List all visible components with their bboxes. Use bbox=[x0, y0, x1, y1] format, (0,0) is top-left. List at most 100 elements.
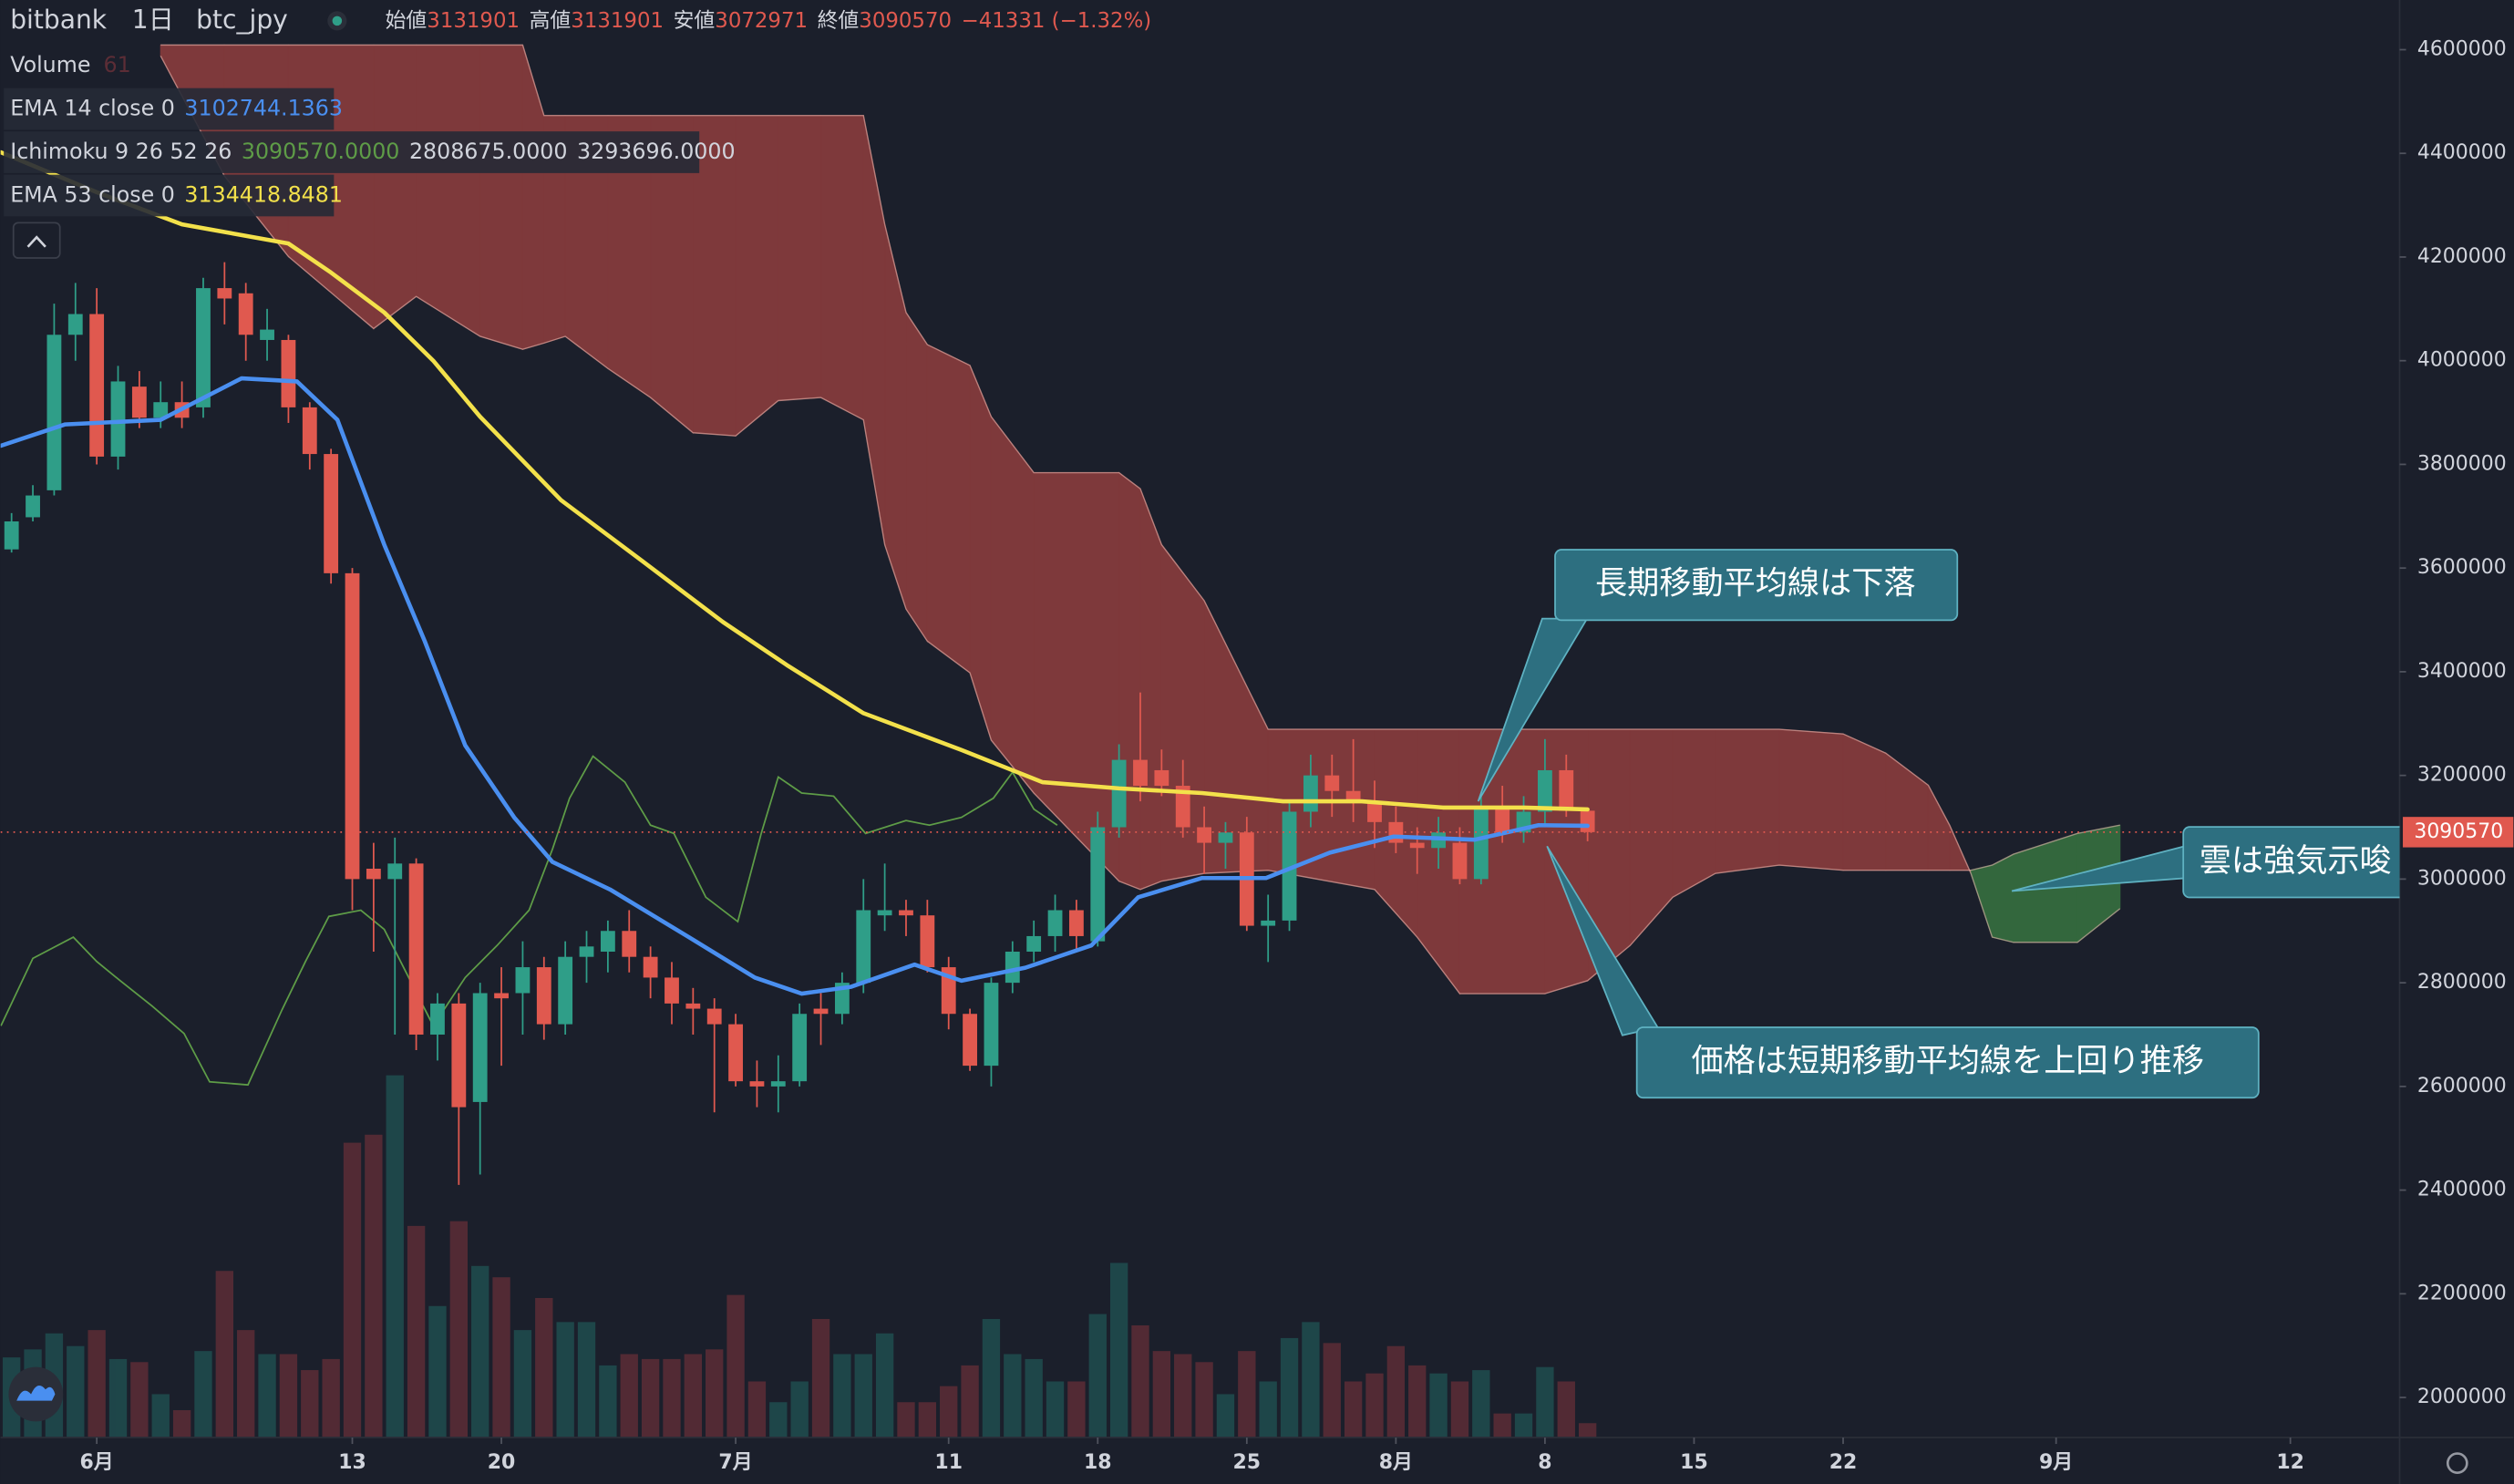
volume-bar bbox=[556, 1322, 574, 1438]
volume-bar bbox=[151, 1394, 170, 1438]
legend-bg bbox=[4, 174, 335, 217]
candle-body bbox=[46, 335, 62, 490]
legend-name: EMA 14 close 0 bbox=[10, 95, 175, 120]
field-label: 始値 bbox=[386, 8, 428, 32]
volume-bar bbox=[130, 1362, 149, 1438]
volume-bar bbox=[492, 1277, 510, 1438]
volume-bar bbox=[1195, 1362, 1213, 1438]
volume-bar bbox=[1408, 1365, 1427, 1438]
volume bbox=[3, 1075, 1597, 1438]
candle-body bbox=[920, 915, 935, 968]
volume-bar bbox=[811, 1318, 830, 1438]
candle-body bbox=[89, 314, 105, 457]
annotation: 長期移動平均線は下落 bbox=[1595, 565, 1916, 603]
candle-body bbox=[1111, 759, 1127, 828]
y-tick-label: 3000000 bbox=[2417, 867, 2507, 890]
candle-body bbox=[1409, 842, 1425, 849]
volume-bar bbox=[471, 1265, 489, 1438]
volume-bar bbox=[747, 1381, 767, 1438]
x-tick-label: 11 bbox=[934, 1451, 963, 1474]
cloud-segment bbox=[990, 415, 1035, 795]
volume-bar bbox=[1386, 1345, 1406, 1438]
volume-bar bbox=[1004, 1354, 1022, 1438]
candle-body bbox=[281, 339, 296, 407]
candle-body bbox=[1345, 790, 1361, 802]
candle-body bbox=[749, 1081, 765, 1087]
volume-bar bbox=[1344, 1381, 1363, 1438]
candle-body bbox=[366, 869, 381, 880]
cloud-segment bbox=[1672, 728, 1716, 899]
y-tick-label: 3200000 bbox=[2417, 764, 2507, 787]
candle-body bbox=[67, 314, 83, 335]
volume-bar bbox=[1450, 1381, 1469, 1438]
symbol[interactable]: btc_jpy bbox=[196, 5, 288, 35]
legend-volume[interactable]: Volume 61 bbox=[10, 52, 130, 77]
candle-body bbox=[472, 993, 488, 1102]
y-tick-label: 4200000 bbox=[2417, 245, 2507, 268]
legend-name: EMA 53 close 0 bbox=[10, 181, 175, 207]
volume-bar bbox=[428, 1305, 447, 1438]
candle-body bbox=[770, 1081, 786, 1087]
candle-body bbox=[515, 967, 531, 994]
cloud-segment bbox=[778, 115, 822, 402]
volume-bar bbox=[1109, 1262, 1128, 1438]
x-tick-label: 13 bbox=[338, 1451, 366, 1474]
legend-ema53[interactable]: EMA 53 close 0 3134418.8481 bbox=[10, 181, 343, 207]
price-label: 3090570 bbox=[2414, 820, 2503, 843]
candle-body bbox=[302, 407, 317, 455]
candle-body bbox=[196, 288, 211, 407]
x-tick-label: 22 bbox=[1829, 1451, 1858, 1474]
volume-bar bbox=[1152, 1351, 1171, 1438]
legend-value: 3293696.0000 bbox=[577, 139, 736, 164]
y-tick-label: 3800000 bbox=[2417, 452, 2507, 475]
candle-body bbox=[387, 863, 403, 880]
volume-bar bbox=[706, 1349, 724, 1438]
candle-body bbox=[1473, 806, 1489, 880]
cloud-segment bbox=[905, 311, 928, 644]
volume-bar bbox=[1088, 1314, 1107, 1438]
candle-body bbox=[1175, 786, 1190, 828]
cloud-segment bbox=[479, 44, 523, 350]
legend-ichimoku[interactable]: Ichimoku 9 26 52 26 3090570.0000 2808675.0… bbox=[10, 139, 735, 164]
interval: 1日 bbox=[132, 5, 174, 35]
volume-bar bbox=[961, 1365, 979, 1438]
legend-value: 3102744.1363 bbox=[184, 95, 343, 120]
y-tick-label: 4000000 bbox=[2417, 349, 2507, 372]
volume-bar bbox=[854, 1354, 872, 1438]
candle-body bbox=[1133, 759, 1148, 787]
candle-body bbox=[813, 1008, 829, 1015]
volume-bar bbox=[301, 1370, 319, 1438]
candle-body bbox=[110, 381, 126, 457]
span-a-line bbox=[160, 55, 2120, 994]
y-tick-label: 2200000 bbox=[2417, 1282, 2507, 1304]
logo-mark bbox=[16, 1386, 56, 1401]
legend-value: 2808675.0000 bbox=[409, 139, 568, 164]
volume-bar bbox=[237, 1330, 255, 1438]
candle-body bbox=[153, 402, 169, 418]
candle-body bbox=[1303, 775, 1318, 812]
ema-line bbox=[0, 149, 1590, 812]
candle-body bbox=[430, 1003, 445, 1035]
callout-box bbox=[1554, 549, 1959, 622]
candle-body bbox=[217, 288, 232, 299]
candle-body bbox=[238, 293, 253, 335]
collapse-button[interactable] bbox=[12, 222, 61, 259]
x-tick-label: 6月 bbox=[80, 1451, 114, 1474]
candle-body bbox=[1559, 769, 1574, 811]
x-tick-label: 7月 bbox=[718, 1451, 752, 1474]
cloud-segment bbox=[735, 115, 779, 438]
legend-ema14[interactable]: EMA 14 close 0 3102744.1363 bbox=[10, 95, 343, 120]
ema-line bbox=[0, 376, 1590, 996]
settings-icon[interactable] bbox=[2446, 1452, 2468, 1475]
annotation: 雲は強気示唆 bbox=[2200, 842, 2392, 880]
y-tick-label: 3400000 bbox=[2417, 660, 2507, 683]
volume-bar bbox=[108, 1358, 128, 1438]
cloud-segment bbox=[1992, 853, 2014, 943]
volume-bar bbox=[1514, 1413, 1533, 1438]
volume-bar bbox=[1238, 1351, 1256, 1438]
volume-bar bbox=[940, 1386, 958, 1438]
volume-bar bbox=[577, 1322, 596, 1438]
volume-bar bbox=[1131, 1324, 1149, 1438]
change: −41331 (−1.32%) bbox=[962, 8, 1152, 32]
